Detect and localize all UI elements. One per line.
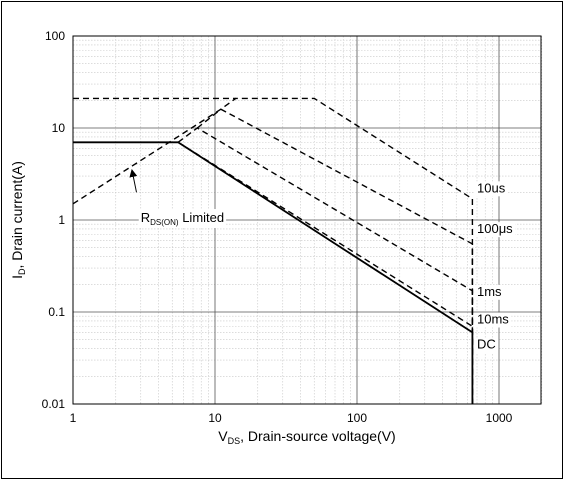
series-label: DC bbox=[477, 337, 496, 352]
annotation-arrow bbox=[129, 168, 138, 193]
y-tick-label: 10 bbox=[52, 121, 66, 135]
y-tick-label: 0.01 bbox=[42, 397, 66, 411]
x-tick-label: 1000 bbox=[486, 411, 513, 425]
series-label: 100μs bbox=[477, 221, 513, 236]
annotation-label: RDS(ON) Limited bbox=[141, 210, 224, 227]
tick-labels: 1 10 100 1000 0.01 0.1 1 10 100 bbox=[42, 29, 513, 425]
x-tick-label: 1 bbox=[70, 411, 77, 425]
series-label-bg bbox=[475, 222, 516, 238]
y-tick-label: 1 bbox=[58, 213, 65, 227]
y-axis-title: ID, Drain current(A) bbox=[9, 161, 27, 279]
grid bbox=[72, 35, 543, 405]
series-layer bbox=[73, 97, 474, 404]
annotation-label-bg bbox=[138, 209, 227, 229]
series-line-10us bbox=[73, 97, 474, 404]
x-tick-label: 10 bbox=[208, 411, 222, 425]
series-line-10ms bbox=[177, 141, 474, 404]
series-label: 10ms bbox=[477, 311, 509, 326]
series-line-1ms bbox=[177, 127, 474, 404]
series-label-bg bbox=[475, 181, 508, 197]
rds-on-limited-annotation: RDS(ON) Limited bbox=[129, 168, 227, 229]
series-label: 10us bbox=[477, 180, 506, 195]
series-label: 1ms bbox=[477, 284, 502, 299]
x-tick-label: 100 bbox=[347, 411, 367, 425]
y-tick-label: 0.1 bbox=[48, 305, 65, 319]
series-line-dc bbox=[73, 141, 474, 404]
y-tick-label: 100 bbox=[45, 29, 65, 43]
series-label-bg bbox=[475, 312, 512, 328]
plot-area bbox=[72, 35, 542, 405]
x-axis-title: VDS, Drain-source voltage(V) bbox=[218, 428, 395, 446]
series-label-bg bbox=[475, 337, 498, 353]
series-label-bg bbox=[475, 284, 505, 300]
curve-labels: DC 10ms 1ms 100μs 10us bbox=[475, 180, 516, 353]
